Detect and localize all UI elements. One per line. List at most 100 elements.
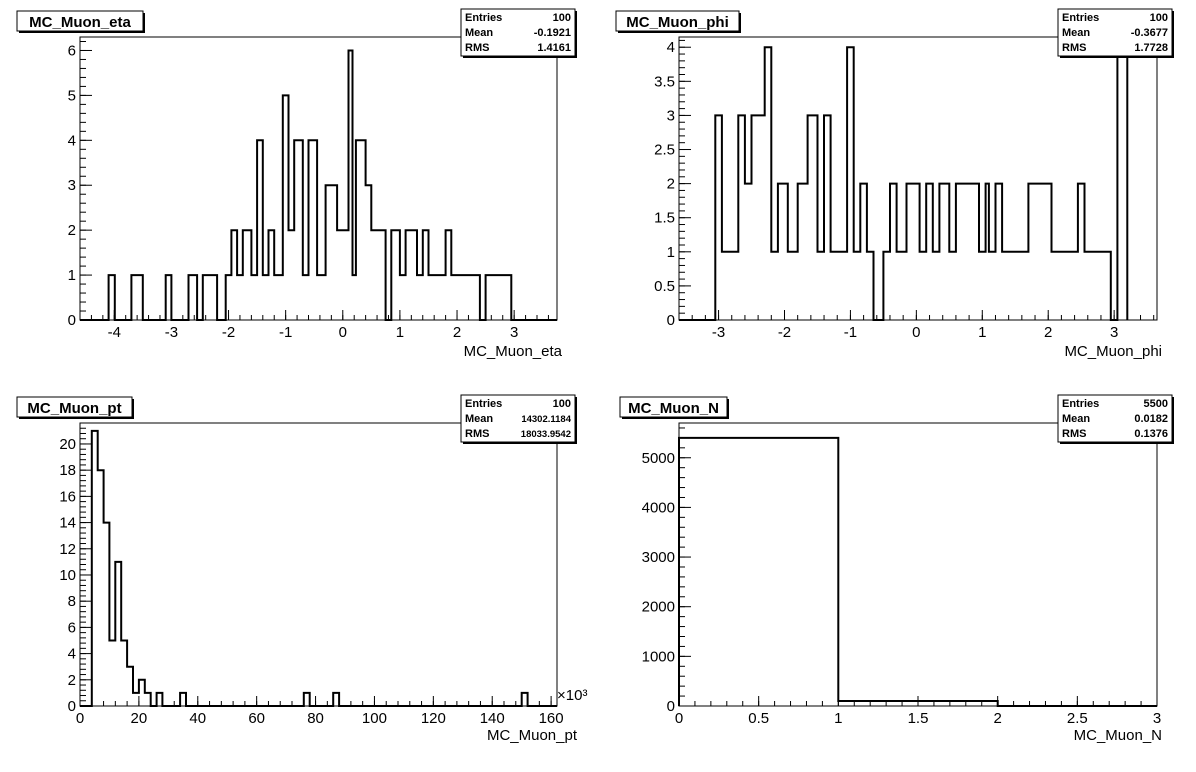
- y-tick-label: 4: [68, 646, 76, 663]
- y-tick-label: 20: [59, 436, 76, 453]
- x-tick-label: 1: [396, 324, 404, 341]
- x-tick-label: 60: [248, 710, 265, 727]
- stats-value: -0.1921: [534, 27, 571, 39]
- x-tick-label: 2: [453, 324, 461, 341]
- y-tick-label: 3000: [642, 549, 675, 566]
- stats-label: Entries: [1062, 398, 1099, 410]
- histogram-line: [678, 436, 1157, 707]
- histogram-title: MC_Muon_pt: [27, 400, 121, 417]
- x-tick-label: 1.5: [908, 710, 929, 727]
- x-axis-title: MC_Muon_N: [1074, 727, 1162, 744]
- x-tick-label: 160: [539, 710, 564, 727]
- plot-frame: [678, 36, 1158, 321]
- x-tick-label: 0.5: [748, 710, 769, 727]
- stats-label: RMS: [465, 428, 489, 440]
- y-tick-label: 14: [59, 515, 76, 532]
- y-tick-label: 6: [68, 42, 76, 59]
- x-tick-label: -1: [279, 324, 292, 341]
- x-tick-label: 0: [912, 324, 920, 341]
- y-tick-label: 3.5: [654, 73, 675, 90]
- histogram-line: [80, 49, 557, 321]
- y-tick-label: 5: [68, 87, 76, 104]
- x-tick-label: 100: [362, 710, 387, 727]
- y-tick-label: 2: [667, 176, 675, 193]
- histogram-title: MC_Muon_eta: [29, 14, 131, 31]
- histogram-panel-phi: 0 0.5 1 1.5 2 2.5 3 3.5 4 -3 -2 -1 0 1 2 3 MC_Muon_phi MC…: [615, 8, 1174, 360]
- stats-label: Entries: [465, 398, 502, 410]
- x-tick-label: -4: [108, 324, 121, 341]
- x-tick-label: 1: [834, 710, 842, 727]
- y-tick-label: 2: [68, 222, 76, 239]
- stats-label: RMS: [465, 42, 489, 54]
- x-tick-label: 20: [131, 710, 148, 727]
- x-tick-label: 0: [675, 710, 683, 727]
- histogram-title: MC_Muon_phi: [626, 14, 729, 31]
- y-tick-label: 1: [667, 244, 675, 261]
- title-box: [16, 396, 133, 418]
- stats-value: 14302.1184: [521, 414, 571, 425]
- x-tick-label: 3: [1110, 324, 1118, 341]
- stats-box: [460, 394, 576, 443]
- x-tick-label: 140: [480, 710, 505, 727]
- plot-frame: [79, 36, 558, 321]
- y-tick-label: 12: [59, 541, 76, 558]
- y-tick-label: 4: [68, 132, 76, 149]
- y-tick-label: 3: [68, 177, 76, 194]
- histogram-title: MC_Muon_N: [628, 400, 719, 417]
- y-tick-label: 0.5: [654, 278, 675, 295]
- stats-label: Entries: [1062, 12, 1099, 24]
- x-tick-label: 80: [307, 710, 324, 727]
- x-tick-label: 120: [421, 710, 446, 727]
- y-tick-label: 8: [68, 593, 76, 610]
- y-tick-label: 0: [667, 698, 675, 715]
- x-tick-label: -2: [778, 324, 791, 341]
- stats-box: [460, 8, 576, 57]
- x-tick-label: 2: [1044, 324, 1052, 341]
- y-tick-label: 10: [59, 567, 76, 584]
- x-axis-title: MC_Muon_phi: [1064, 343, 1162, 360]
- y-tick-label: 18: [59, 462, 76, 479]
- x-tick-label: -3: [165, 324, 178, 341]
- x-tick-label: 2.5: [1067, 710, 1088, 727]
- stats-label: Mean: [1062, 413, 1090, 425]
- histogram-line: [80, 429, 557, 707]
- stats-value: 100: [553, 12, 571, 24]
- y-tick-label: 16: [59, 488, 76, 505]
- stats-value: 1.7728: [1134, 42, 1168, 54]
- title-box: [615, 10, 740, 32]
- stats-value: 0.0182: [1134, 413, 1168, 425]
- y-tick-label: 6: [68, 619, 76, 636]
- stats-label: RMS: [1062, 42, 1086, 54]
- y-tick-label: 0: [667, 312, 675, 329]
- y-tick-label: 1000: [642, 648, 675, 665]
- y-tick-label: 0: [68, 312, 76, 329]
- x-tick-label: 0: [76, 710, 84, 727]
- stats-value: 0.1376: [1134, 428, 1168, 440]
- stats-box: [1057, 394, 1173, 443]
- x-scale-label: ×10³: [557, 687, 587, 704]
- x-tick-label: 1: [978, 324, 986, 341]
- x-tick-label: -2: [222, 324, 235, 341]
- stats-value: 1.4161: [537, 42, 571, 54]
- stats-value: 5500: [1144, 398, 1168, 410]
- histogram-panel-eta: 0 1 2 3 4 5 6 -4 -3 -2 -1 0 1 2 3 MC_Muon_eta MC_Muon_et…: [16, 8, 577, 360]
- stats-value: -0.3677: [1131, 27, 1168, 39]
- y-tick-label: 4000: [642, 499, 675, 516]
- y-tick-label: 1: [68, 267, 76, 284]
- histogram-line: [679, 46, 1129, 321]
- plot-frame: [79, 422, 558, 707]
- title-box: [619, 396, 728, 418]
- stats-value: 18033.9542: [521, 429, 571, 440]
- x-axis-title: MC_Muon_pt: [487, 727, 578, 744]
- y-tick-label: 3: [667, 107, 675, 124]
- x-tick-label: -3: [712, 324, 725, 341]
- stats-label: Mean: [1062, 27, 1090, 39]
- x-tick-label: -1: [844, 324, 857, 341]
- stats-box: [1057, 8, 1173, 57]
- stats-value: 100: [1150, 12, 1168, 24]
- y-tick-label: 4: [667, 39, 675, 56]
- x-tick-label: 40: [189, 710, 206, 727]
